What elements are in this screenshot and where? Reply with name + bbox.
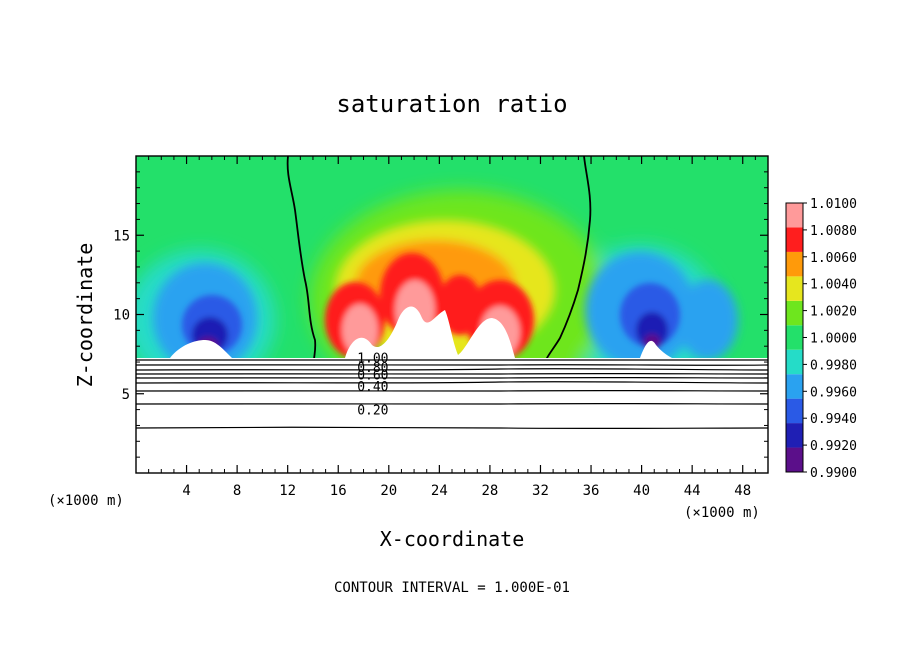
x-tick-label: 44	[684, 483, 701, 499]
x-tick-label: 28	[481, 483, 498, 499]
y-axis: 5 10 15	[113, 171, 768, 458]
colorbar-label: 0.9940	[810, 412, 857, 427]
contour-interval-note: CONTOUR INTERVAL = 1.000E-01	[334, 580, 570, 596]
colorbar-swatch	[786, 251, 803, 277]
colorbar-label: 1.0100	[810, 197, 857, 212]
colorbar-swatch	[786, 349, 803, 375]
contour-labels: 0.20 0.400.600.801.00	[357, 351, 388, 418]
colorbar-label: 1.0060	[810, 251, 857, 266]
colorbar-label: 1.0000	[810, 332, 857, 347]
contour-label: 0.40	[357, 380, 388, 395]
colorbar-swatch	[786, 447, 803, 472]
colorbar-swatch	[786, 203, 803, 228]
colorbar-swatch	[786, 227, 803, 252]
colorbar-swatch	[786, 423, 803, 448]
colorbar-swatch	[786, 276, 803, 301]
contour-lines	[136, 358, 768, 473]
x-axis-title: X-coordinate	[380, 527, 525, 551]
colorbar-label: 0.9900	[810, 466, 857, 481]
colorbar-swatch	[786, 374, 803, 399]
color-field	[136, 156, 768, 358]
x-tick-label: 36	[583, 483, 600, 499]
contour-label: 1.00	[357, 351, 388, 366]
colorbar-label: 1.0020	[810, 305, 857, 320]
x-tick-label: 24	[431, 483, 448, 499]
x-tick-label: 20	[380, 483, 397, 499]
colorbar-label: 1.0080	[810, 224, 857, 239]
x-tick-label: 8	[233, 483, 241, 499]
x-tick-label: 16	[330, 483, 347, 499]
y-tick-label: 5	[122, 387, 130, 403]
x-unit-label-right: (×1000 m)	[684, 505, 760, 521]
x-tick-label: 48	[734, 483, 751, 499]
colorbar-swatch	[786, 325, 803, 350]
colorbar-swatch	[786, 398, 803, 424]
x-tick-label: 32	[532, 483, 549, 499]
colorbar: 0.9900 0.9920 0.9940 0.9960 0.9980 1.0000 1.00…	[785, 197, 857, 481]
x-tick-label: 12	[279, 483, 296, 499]
colorbar-label: 0.9920	[810, 439, 857, 454]
y-tick-label: 10	[113, 308, 130, 324]
y-axis-title: Z-coordinate	[73, 243, 97, 388]
x-tick-label: 40	[633, 483, 650, 499]
x-unit-label-left: (×1000 m)	[48, 493, 124, 509]
colorbar-swatch	[786, 300, 803, 326]
y-tick-label: 15	[113, 228, 130, 244]
x-tick-label: 4	[182, 483, 190, 499]
colorbar-label: 1.0040	[810, 278, 857, 293]
contour-label: 0.20	[357, 404, 388, 419]
chart-title: saturation ratio	[336, 90, 567, 118]
colorbar-label: 0.9960	[810, 385, 857, 400]
x-axis: 4 8 12 16 20 24 28 32 36 40 44 48	[148, 156, 756, 499]
contour-label: 0.60	[357, 369, 388, 384]
colorbar-label: 0.9980	[810, 358, 857, 373]
contour-label: 0.80	[357, 361, 388, 376]
